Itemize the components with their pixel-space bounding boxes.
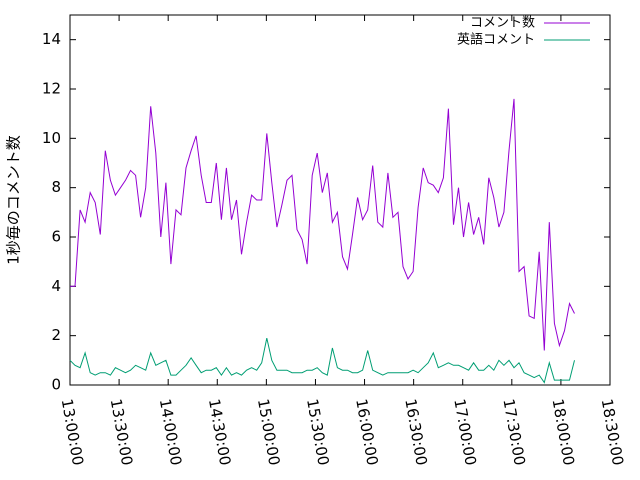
x-tick-label: 18:00:00: [549, 397, 578, 466]
y-tick-label: 14: [42, 30, 61, 48]
legend-label: 英語コメント: [457, 32, 535, 48]
y-tick-label: 10: [42, 129, 61, 147]
data-line: [70, 98, 575, 351]
x-tick-label: 13:00:00: [58, 397, 87, 466]
x-tick-label: 15:30:00: [303, 397, 332, 466]
x-tick-label: 16:30:00: [401, 397, 430, 466]
x-tick-label: 17:00:00: [450, 397, 479, 466]
y-tick-label: 8: [51, 178, 61, 196]
legend-label: コメント数: [470, 16, 535, 31]
x-tick-label: 13:30:00: [107, 397, 136, 466]
y-tick-label: 12: [42, 80, 61, 98]
y-tick-label: 6: [51, 228, 61, 246]
x-tick-label: 15:00:00: [254, 397, 283, 466]
x-tick-label: 18:30:00: [598, 397, 627, 466]
x-tick-label: 16:00:00: [352, 397, 381, 466]
x-tick-label: 17:30:00: [499, 397, 528, 466]
y-tick-label: 2: [51, 326, 61, 344]
y-axis-label: 1秒毎のコメント数: [5, 135, 23, 265]
x-tick-label: 14:30:00: [205, 397, 234, 466]
y-tick-label: 4: [51, 277, 61, 295]
data-line: [69, 337, 575, 384]
x-tick-label: 14:00:00: [156, 397, 185, 466]
plot-border: [69, 14, 611, 386]
y-tick-label: 0: [51, 376, 61, 394]
